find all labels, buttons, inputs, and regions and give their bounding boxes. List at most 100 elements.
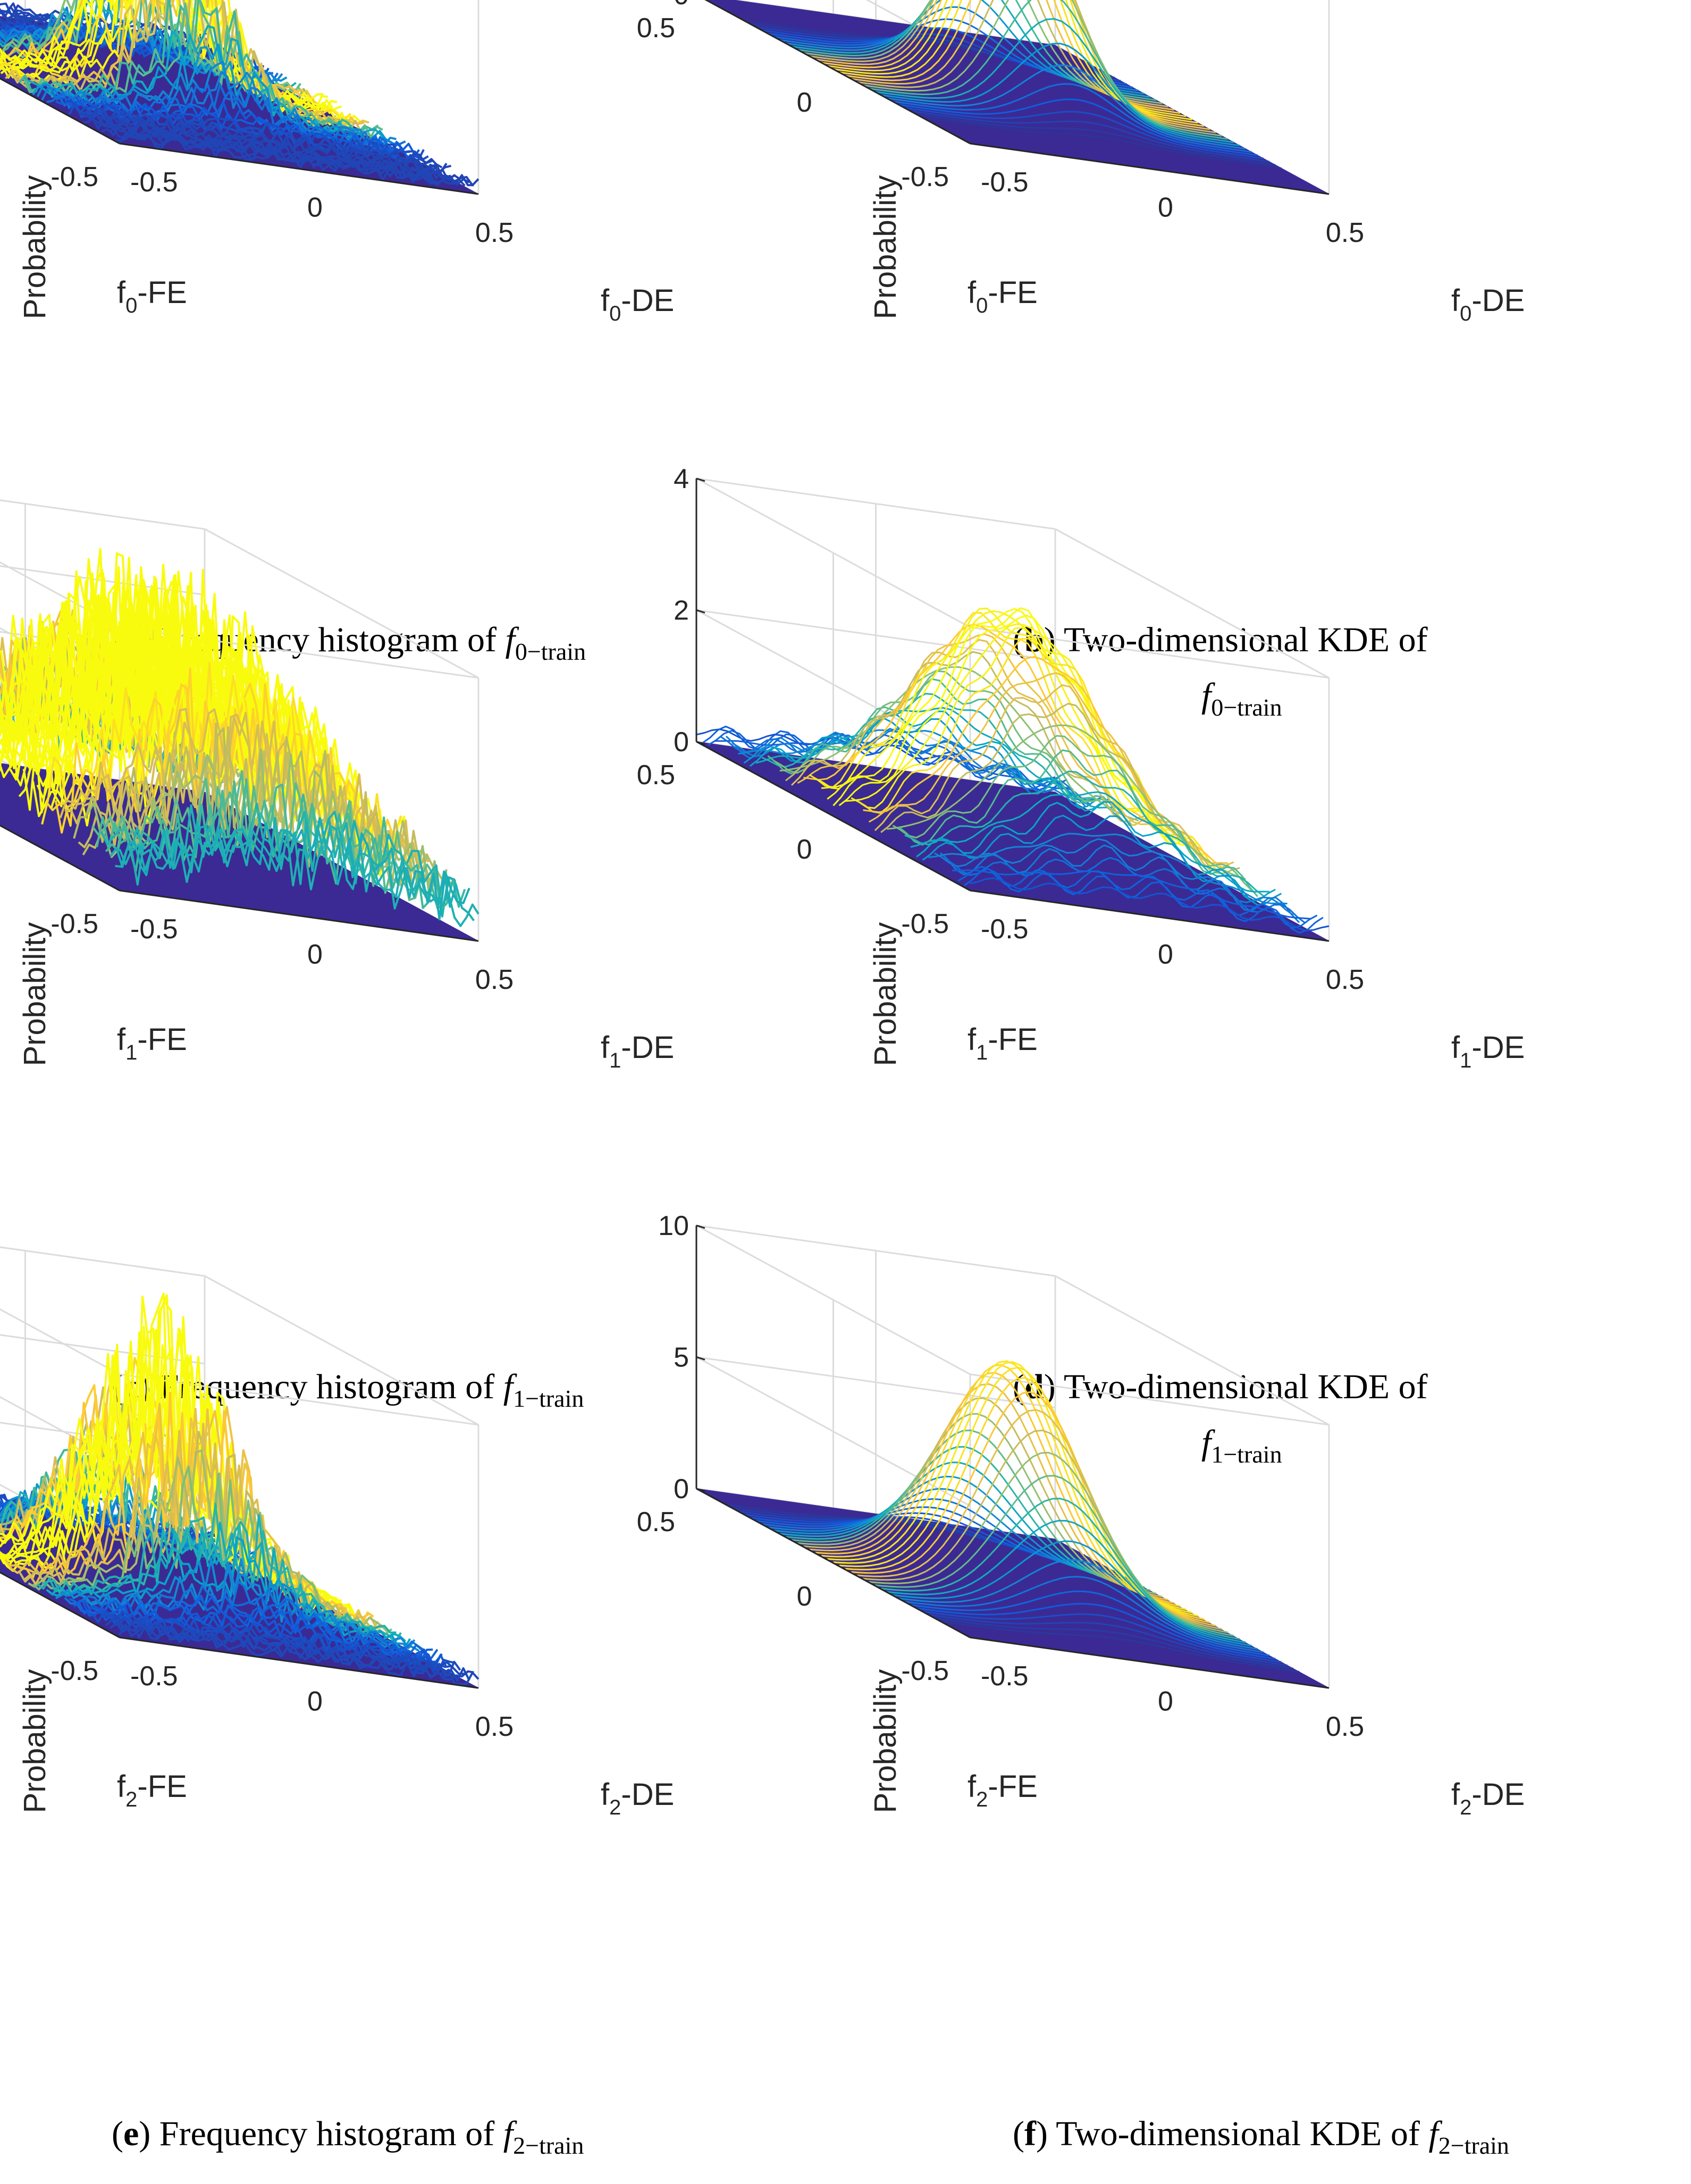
x-axis-label: f1-DE	[601, 1030, 674, 1072]
surface-line	[110, 817, 470, 921]
z-tick	[696, 1488, 705, 1492]
x-axis-label-base: f	[1451, 1777, 1460, 1812]
x-tick-label: -0.5	[130, 914, 178, 945]
surface-line	[803, 1397, 1163, 1598]
x-axis-label-suffix: -DE	[621, 1777, 674, 1812]
surface-line	[714, 740, 1073, 791]
surface-plot	[0, 1292, 479, 1689]
y-tick-label: 0.5	[637, 1507, 675, 1538]
y-axis-label-suffix: -FE	[137, 1022, 187, 1057]
y-axis-label-base: f	[968, 275, 977, 310]
surface-line	[73, 104, 433, 164]
surface-plot	[696, 1360, 1330, 1689]
x-axis-label-base: f	[601, 1777, 610, 1812]
x-tick-label: 0.5	[1326, 1711, 1364, 1742]
x-tick-label: -0.5	[981, 914, 1029, 945]
surface-plot	[0, 0, 479, 195]
x-axis-label-sub: 2	[609, 1796, 621, 1819]
y-axis-label-base: f	[117, 1022, 126, 1057]
x-tick-label: 0.5	[475, 1711, 514, 1742]
y-axis-label-suffix: -FE	[137, 1769, 187, 1804]
surface-line	[815, 607, 1175, 846]
y-axis-label-sub: 1	[125, 1041, 137, 1064]
x-axis-label-base: f	[1451, 1030, 1460, 1065]
y-axis-label-sub: 2	[125, 1788, 137, 1811]
surface-line	[797, 1413, 1157, 1594]
surface-line	[50, 88, 410, 154]
grid-line	[0, 1246, 205, 1375]
x-axis-label-sub: 0	[1460, 302, 1471, 325]
y-axis-label-base: f	[117, 1769, 126, 1804]
surface-line	[851, 627, 1211, 866]
y-axis-label-base: f	[117, 275, 126, 310]
surface-line	[0, 568, 324, 808]
y-axis-label-suffix: -FE	[988, 1022, 1037, 1057]
surface-line	[827, 1360, 1187, 1610]
y-axis-line	[704, 0, 971, 145]
surface-line	[36, 646, 398, 852]
axes	[0, 77, 479, 195]
grid-line	[0, 1334, 205, 1463]
surface-line	[744, 20, 1103, 72]
surface-line	[922, 116, 1282, 169]
surface-line	[916, 113, 1276, 166]
x-axis-label-suffix: -DE	[621, 283, 674, 318]
surface-line	[874, 1475, 1234, 1637]
surface-line	[892, 735, 1252, 891]
surface-line	[91, 770, 452, 901]
z-tick-label: 0	[674, 0, 689, 11]
y-axis-label-suffix: -FE	[988, 1769, 1037, 1804]
x-axis-line	[119, 142, 479, 195]
surface-line	[46, 667, 407, 846]
axes	[0, 1571, 479, 1689]
caption-subscript: 2−train	[513, 2132, 584, 2159]
surface-line	[916, 1603, 1276, 1660]
caption-paren: ) Two-dimensional KDE of	[1036, 2114, 1428, 2153]
surface-line	[749, 710, 1109, 812]
y-axis-label: f1-FE	[968, 1022, 1038, 1064]
y-tick-label: -0.5	[51, 1656, 98, 1686]
y-axis-label: f0-FE	[968, 275, 1038, 317]
caption-e: (e) Frequency histogram of f2−train	[112, 2114, 584, 2159]
surface-line	[809, 612, 1169, 844]
x-axis-line	[970, 889, 1330, 942]
surface-line	[845, 1377, 1205, 1620]
surface-line	[952, 869, 1311, 920]
surface-line	[82, 110, 443, 171]
z-tick-label: 10	[658, 1211, 689, 1241]
surface-line	[898, 1559, 1258, 1650]
caption-paren: (	[112, 2114, 123, 2153]
x-tick-label: 0.5	[475, 217, 514, 248]
caption-subscript: 1−train	[1211, 1441, 1282, 1468]
y-tick-label: 0.5	[637, 13, 675, 44]
y-axis-label: f2-FE	[968, 1769, 1038, 1811]
surface-line	[719, 734, 1080, 801]
z-axis-label: Probability	[868, 175, 903, 320]
y-axis-label-suffix: -FE	[988, 275, 1037, 310]
surface-line	[14, 0, 374, 137]
surface-plot	[705, 0, 1330, 195]
z-tick	[696, 609, 705, 614]
surface-line	[874, 18, 1234, 144]
surface-line	[791, 1429, 1151, 1591]
surface-plot	[696, 607, 1330, 942]
y-axis-line	[0, 824, 120, 892]
x-tick-label: -0.5	[130, 1661, 178, 1692]
surface-line	[904, 1576, 1264, 1653]
surface-line	[64, 1580, 425, 1653]
y-axis-label-sub: 0	[125, 294, 137, 317]
surface-line	[821, 1364, 1181, 1607]
surface-line	[910, 110, 1270, 163]
z-axis-label: Probability	[868, 922, 903, 1066]
y-axis-label: f2-FE	[117, 1769, 187, 1811]
x-tick-label: 0	[1158, 939, 1173, 970]
x-tick-label: 0	[307, 939, 323, 970]
surface-line	[887, 1519, 1246, 1643]
x-tick-label: -0.5	[981, 167, 1029, 198]
y-tick-label: -0.5	[901, 909, 949, 939]
surface-line	[738, 729, 1097, 801]
surface-line	[940, 1620, 1300, 1673]
surface-line	[845, 623, 1205, 856]
surface-line	[28, 1449, 388, 1633]
caption-d: (d) Two-dimensional KDE of	[1013, 1367, 1428, 1406]
